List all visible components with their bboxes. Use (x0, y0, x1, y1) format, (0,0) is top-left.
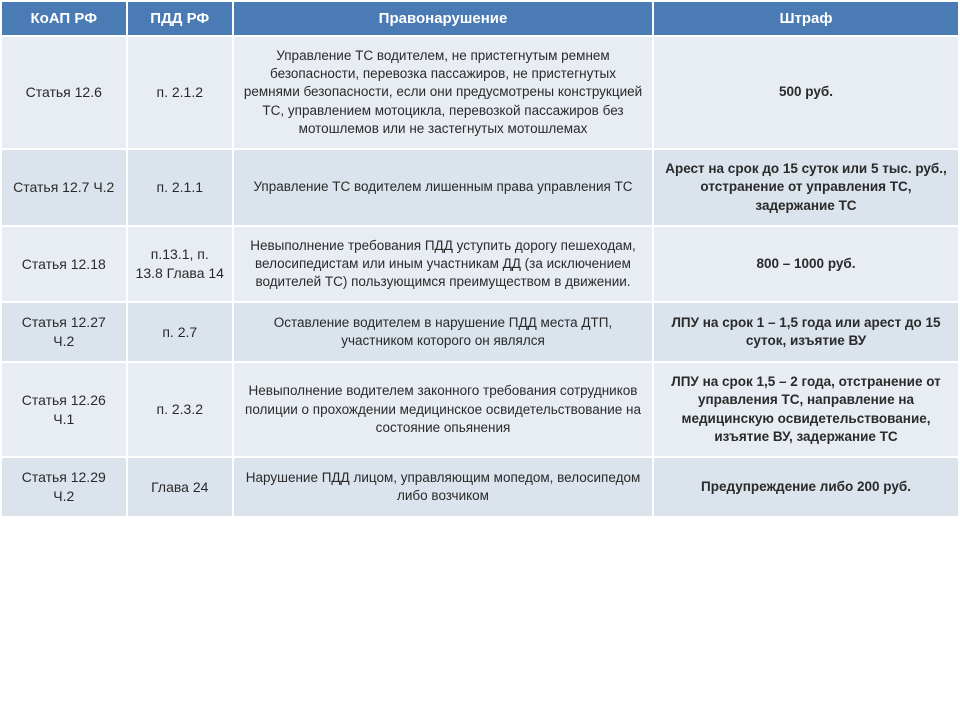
cell-koap: Статья 12.6 (2, 37, 126, 148)
cell-violation: Управление ТС водителем, не пристегнутым… (234, 37, 652, 148)
cell-pdd: п. 2.7 (128, 303, 233, 361)
table-row: Статья 12.6 п. 2.1.2 Управление ТС водит… (2, 37, 958, 148)
table-row: Статья 12.26 Ч.1 п. 2.3.2 Невыполнение в… (2, 363, 958, 456)
cell-pdd: п.13.1, п. 13.8 Глава 14 (128, 227, 233, 302)
cell-fine: Арест на срок до 15 суток или 5 тыс. руб… (654, 150, 958, 225)
col-header-violation: Правонарушение (234, 2, 652, 35)
col-header-koap: КоАП РФ (2, 2, 126, 35)
table-header-row: КоАП РФ ПДД РФ Правонарушение Штраф (2, 2, 958, 35)
cell-fine: ЛПУ на срок 1,5 – 2 года, отстранение от… (654, 363, 958, 456)
table-row: Статья 12.7 Ч.2 п. 2.1.1 Управление ТС в… (2, 150, 958, 225)
cell-pdd: п. 2.1.1 (128, 150, 233, 225)
table-row: Статья 12.18 п.13.1, п. 13.8 Глава 14 Не… (2, 227, 958, 302)
cell-koap: Статья 12.18 (2, 227, 126, 302)
cell-fine: 500 руб. (654, 37, 958, 148)
cell-koap: Статья 12.7 Ч.2 (2, 150, 126, 225)
cell-koap: Статья 12.26 Ч.1 (2, 363, 126, 456)
cell-violation: Невыполнение требования ПДД уступить дор… (234, 227, 652, 302)
table-row: Статья 12.29 Ч.2 Глава 24 Нарушение ПДД … (2, 458, 958, 516)
cell-fine: 800 – 1000 руб. (654, 227, 958, 302)
cell-violation: Нарушение ПДД лицом, управляющим мопедом… (234, 458, 652, 516)
cell-violation: Управление ТС водителем лишенным права у… (234, 150, 652, 225)
cell-violation: Оставление водителем в нарушение ПДД мес… (234, 303, 652, 361)
col-header-pdd: ПДД РФ (128, 2, 233, 35)
cell-koap: Статья 12.29 Ч.2 (2, 458, 126, 516)
col-header-fine: Штраф (654, 2, 958, 35)
table-row: Статья 12.27 Ч.2 п. 2.7 Оставление водит… (2, 303, 958, 361)
cell-pdd: п. 2.1.2 (128, 37, 233, 148)
cell-fine: ЛПУ на срок 1 – 1,5 года или арест до 15… (654, 303, 958, 361)
cell-fine: Предупреждение либо 200 руб. (654, 458, 958, 516)
cell-pdd: Глава 24 (128, 458, 233, 516)
cell-violation: Невыполнение водителем законного требова… (234, 363, 652, 456)
cell-pdd: п. 2.3.2 (128, 363, 233, 456)
cell-koap: Статья 12.27 Ч.2 (2, 303, 126, 361)
fines-table: КоАП РФ ПДД РФ Правонарушение Штраф Стат… (0, 0, 960, 518)
